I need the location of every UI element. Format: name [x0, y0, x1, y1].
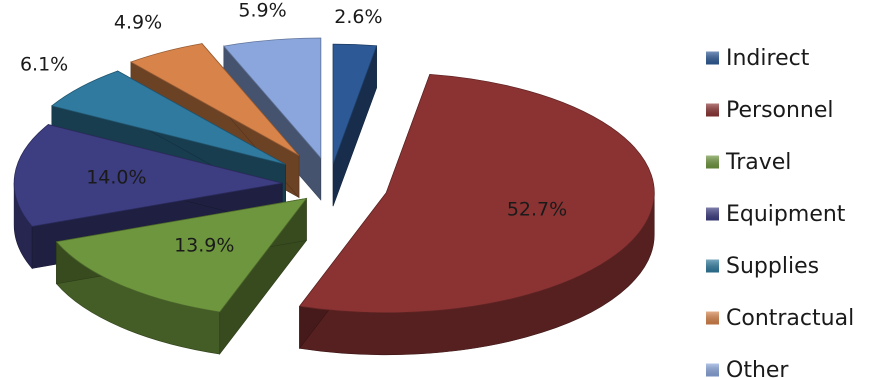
legend-swatch-gloss-equipment	[706, 207, 719, 221]
legend-swatch-gloss-contractual	[706, 311, 719, 325]
slice-label-personnel: 52.7%	[507, 198, 567, 220]
legend-item-personnel: Personnel	[706, 98, 834, 123]
pie-slice-indirect	[332, 43, 378, 207]
legend-swatch-gloss-supplies	[706, 259, 719, 273]
legend-swatch-gloss-other	[706, 363, 719, 377]
legend-item-contractual: Contractual	[706, 306, 854, 331]
pie-slice-top-contractual	[129, 43, 300, 156]
slice-label-indirect: 2.6%	[334, 6, 382, 28]
slice-label-other: 5.9%	[238, 0, 286, 21]
pie-slice-top-other	[223, 37, 322, 160]
legend: Indirect Personnel Travel Equipment Supplies…	[706, 46, 854, 378]
legend-item-supplies: Supplies	[706, 254, 819, 279]
legend-label-equipment: Equipment	[726, 202, 846, 227]
pie-slice-top-travel	[55, 197, 308, 313]
slice-label-equipment: 14.0%	[86, 166, 146, 188]
pie-slice-top-equipment	[13, 124, 283, 227]
legend-label-indirect: Indirect	[726, 46, 810, 71]
legend-label-supplies: Supplies	[726, 254, 819, 279]
slice-label-supplies: 6.1%	[20, 54, 68, 76]
slice-label-travel: 13.9%	[174, 235, 234, 257]
legend-label-contractual: Contractual	[726, 306, 854, 331]
legend-swatch-gloss-indirect	[706, 51, 719, 65]
legend-swatch-gloss-personnel	[706, 103, 719, 117]
slice-label-contractual: 4.9%	[114, 11, 162, 33]
legend-item-other: Other	[706, 358, 789, 378]
pie-slice-top-supplies	[50, 70, 286, 165]
legend-item-equipment: Equipment	[706, 202, 846, 227]
pie-slice-personnel	[298, 73, 655, 356]
pie-slice-top-personnel	[298, 73, 655, 314]
legend-label-other: Other	[726, 358, 789, 378]
legend-item-travel: Travel	[706, 150, 791, 175]
legend-item-indirect: Indirect	[706, 46, 810, 71]
pie-group	[13, 37, 655, 356]
legend-swatch-gloss-travel	[706, 155, 719, 169]
pie-labels: 2.6% 52.7% 13.9% 14.0% 6.1% 4.9% 5.9%	[20, 0, 567, 257]
legend-label-travel: Travel	[725, 150, 791, 175]
pie-slice-top-indirect	[332, 43, 378, 165]
legend-label-personnel: Personnel	[726, 98, 834, 123]
pie-slice-travel	[55, 197, 308, 355]
